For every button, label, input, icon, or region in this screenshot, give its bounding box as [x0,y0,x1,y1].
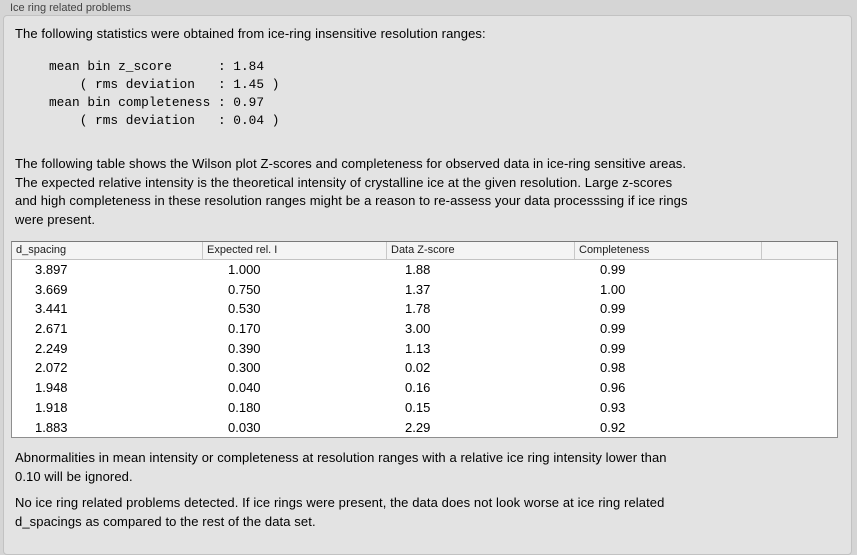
table-cell: 0.93 [600,399,626,415]
column-header-completeness[interactable]: Completeness [574,242,761,259]
table-cell: 1.883 [35,419,68,435]
table-cell: 0.530 [228,301,261,317]
table-cell: 0.99 [600,301,626,317]
table-body: 3.897 1.000 1.88 0.99 3.669 0.750 1.37 1.00 3.44… [12,260,837,437]
table-cell: 3.441 [35,301,68,317]
table-row[interactable]: 3.897 1.000 1.88 0.99 [12,260,837,280]
table-cell: 3.00 [405,321,431,337]
table-row[interactable]: 1.883 0.030 2.29 0.92 [12,418,837,438]
table-cell: 1.948 [35,380,68,396]
table-cell: 1.000 [228,262,261,277]
stats-intro-text: The following statistics were obtained f… [15,26,486,41]
table-cell: 0.96 [600,380,626,396]
table-cell: 0.99 [600,262,626,277]
table-cell: 0.15 [405,399,431,415]
ice-ring-table: d_spacing Expected rel. I Data Z-score C… [11,241,838,438]
table-cell: 0.02 [405,360,431,376]
table-cell: 0.16 [405,380,431,396]
table-cell: 2.29 [405,419,431,435]
table-cell: 0.98 [600,360,626,376]
table-cell: 0.170 [228,321,261,337]
table-intro-text: The following table shows the Wilson plo… [15,156,688,227]
column-header-spare [761,242,837,259]
table-cell: 1.00 [600,281,626,297]
column-header-expected-rel-i[interactable]: Expected rel. I [202,242,386,259]
table-row[interactable]: 2.671 0.170 3.00 0.99 [12,319,837,339]
ice-ring-groupbox: The following statistics were obtained f… [3,15,852,555]
table-row[interactable]: 3.669 0.750 1.37 1.00 [12,280,837,300]
table-header: d_spacing Expected rel. I Data Z-score C… [12,242,837,260]
table-cell: 1.88 [405,262,431,277]
column-header-data-z-score[interactable]: Data Z-score [386,242,574,259]
table-row[interactable]: 1.918 0.180 0.15 0.93 [12,398,837,418]
groupbox-title: Ice ring related problems [10,2,132,14]
table-cell: 0.99 [600,340,626,356]
table-cell: 0.390 [228,340,261,356]
conclusion-text: No ice ring related problems detected. I… [15,495,665,529]
table-cell: 0.040 [228,380,261,396]
column-header-d-spacing[interactable]: d_spacing [16,244,67,256]
table-cell: 0.750 [228,281,261,297]
table-cell: 1.918 [35,399,68,415]
table-cell: 0.180 [228,399,261,415]
table-cell: 1.37 [405,281,431,297]
table-cell: 3.669 [35,281,68,297]
stats-block: mean bin z_score : 1.84 ( rms deviation … [49,59,280,128]
table-cell: 2.249 [35,340,68,356]
table-cell: 1.13 [405,340,431,356]
table-cell: 3.897 [35,262,68,277]
ignore-note-text: Abnormalities in mean intensity or compl… [15,450,667,484]
table-cell: 2.671 [35,321,68,337]
table-row[interactable]: 2.072 0.300 0.02 0.98 [12,358,837,378]
table-cell: 0.300 [228,360,261,376]
table-cell: 2.072 [35,360,68,376]
table-cell: 0.92 [600,419,626,435]
table-cell: 1.78 [405,301,431,317]
table-row[interactable]: 2.249 0.390 1.13 0.99 [12,339,837,359]
table-row[interactable]: 3.441 0.530 1.78 0.99 [12,299,837,319]
table-cell: 0.030 [228,419,261,435]
table-row[interactable]: 1.948 0.040 0.16 0.96 [12,378,837,398]
table-cell: 0.99 [600,321,626,337]
